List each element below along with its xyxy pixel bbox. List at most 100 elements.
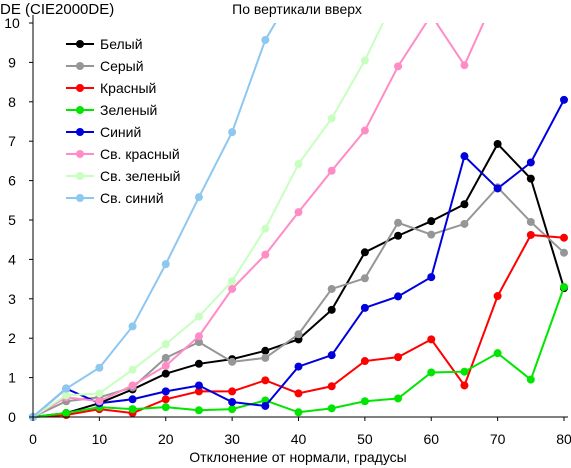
legend-entry: Зеленый <box>66 102 157 118</box>
series-5 <box>29 95 568 421</box>
data-point <box>560 95 568 104</box>
legend-swatch-marker <box>76 194 84 202</box>
legend-label: Красный <box>100 80 156 96</box>
data-point <box>460 200 469 209</box>
data-point <box>526 217 535 226</box>
data-point <box>62 384 71 393</box>
series-7 <box>29 23 385 421</box>
data-point <box>261 346 270 355</box>
data-point <box>161 340 170 349</box>
legend-swatch-marker <box>76 106 84 114</box>
data-point <box>327 404 336 413</box>
data-point <box>194 406 203 415</box>
data-point <box>194 338 203 347</box>
data-point <box>530 23 532 24</box>
data-point <box>427 368 436 377</box>
x-tick-label: 20 <box>158 431 174 447</box>
data-point <box>228 405 237 414</box>
data-point <box>294 408 303 417</box>
data-point <box>161 260 170 269</box>
series-line <box>32 23 385 418</box>
data-point <box>161 369 170 378</box>
data-point <box>95 363 104 372</box>
data-point <box>493 349 502 358</box>
data-point <box>394 394 403 403</box>
y-axis-label: DE (CIE2000DE) <box>0 1 114 18</box>
data-point <box>194 359 203 368</box>
legend-swatch-marker <box>76 150 84 158</box>
legend-swatch-marker <box>76 128 84 136</box>
x-tick-label: 70 <box>490 431 506 447</box>
data-point <box>526 375 535 384</box>
data-point <box>327 305 336 314</box>
series-3 <box>29 230 568 421</box>
legend-swatch-marker <box>76 40 84 48</box>
x-tick-label: 60 <box>423 431 439 447</box>
data-point <box>360 357 369 366</box>
data-point <box>161 361 170 370</box>
data-point <box>228 387 237 396</box>
legend-label: Белый <box>100 36 143 52</box>
x-tick-label: 80 <box>556 431 571 447</box>
data-point <box>128 395 137 404</box>
data-point <box>327 284 336 293</box>
data-point <box>360 397 369 406</box>
data-point <box>294 330 303 339</box>
data-point <box>62 409 71 418</box>
data-point <box>261 250 270 259</box>
data-point <box>493 292 502 301</box>
data-point <box>161 353 170 362</box>
data-point <box>394 292 403 301</box>
data-point <box>526 230 535 239</box>
data-point <box>526 158 535 167</box>
legend-label: Св. зеленый <box>100 168 180 184</box>
series-line <box>32 185 565 418</box>
x-axis-label: Отклонение от нормали, градусы <box>189 449 406 465</box>
data-point <box>493 139 502 148</box>
legend-label: Серый <box>100 58 144 74</box>
data-point <box>228 357 237 366</box>
legend-label: Зеленый <box>100 102 157 118</box>
legend-swatch-marker <box>76 62 84 70</box>
data-point <box>460 381 469 390</box>
data-point <box>261 376 270 385</box>
data-point <box>161 403 170 412</box>
data-point <box>460 367 469 376</box>
series-layer <box>29 23 568 421</box>
data-point <box>128 381 137 390</box>
data-point <box>294 208 303 217</box>
data-point <box>261 35 270 44</box>
data-point <box>228 128 237 137</box>
y-tick-label: 3 <box>8 291 16 307</box>
x-tick-label: 0 <box>29 431 37 447</box>
data-point <box>261 224 270 233</box>
data-point <box>128 322 137 331</box>
data-point <box>394 231 403 240</box>
data-point <box>493 184 502 193</box>
data-point <box>360 274 369 283</box>
data-point <box>261 353 270 362</box>
x-tick-label: 30 <box>224 431 240 447</box>
legend-label: Синий <box>100 124 141 140</box>
series-4 <box>29 282 568 421</box>
data-point <box>327 114 336 123</box>
data-point <box>294 389 303 398</box>
data-point <box>228 398 237 407</box>
x-tick-label: 10 <box>92 431 108 447</box>
data-point <box>294 160 303 169</box>
data-point <box>427 217 436 226</box>
y-tick-label: 4 <box>8 251 16 267</box>
y-tick-label: 10 <box>4 15 20 31</box>
data-point <box>161 387 170 396</box>
data-point <box>560 282 568 291</box>
data-point <box>394 218 403 227</box>
y-tick-label: 2 <box>8 330 16 346</box>
x-tick-label: 40 <box>291 431 307 447</box>
data-point <box>194 332 203 341</box>
data-point <box>327 351 336 360</box>
legend-swatch-marker <box>76 84 84 92</box>
legend-entry: Св. зеленый <box>66 168 180 184</box>
legend-entry: Белый <box>66 36 143 52</box>
data-point <box>460 219 469 228</box>
